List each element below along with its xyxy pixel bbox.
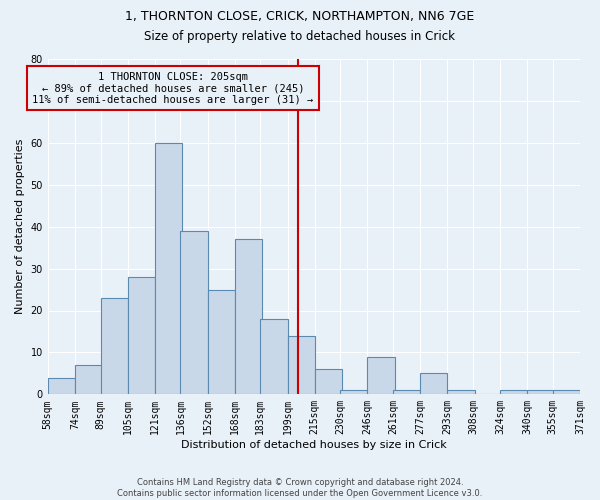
Bar xyxy=(393,390,420,394)
Text: 1, THORNTON CLOSE, CRICK, NORTHAMPTON, NN6 7GE: 1, THORNTON CLOSE, CRICK, NORTHAMPTON, N… xyxy=(125,10,475,23)
Bar xyxy=(420,374,448,394)
Bar xyxy=(500,390,527,394)
Bar xyxy=(101,298,128,394)
Bar xyxy=(448,390,475,394)
X-axis label: Distribution of detached houses by size in Crick: Distribution of detached houses by size … xyxy=(181,440,447,450)
Text: Contains HM Land Registry data © Crown copyright and database right 2024.
Contai: Contains HM Land Registry data © Crown c… xyxy=(118,478,482,498)
Bar xyxy=(527,390,554,394)
Bar xyxy=(155,143,182,395)
Bar xyxy=(287,336,315,394)
Y-axis label: Number of detached properties: Number of detached properties xyxy=(15,139,25,314)
Bar xyxy=(75,365,102,394)
Bar xyxy=(340,390,367,394)
Bar xyxy=(235,239,262,394)
Bar xyxy=(208,290,235,395)
Bar xyxy=(48,378,75,394)
Bar xyxy=(367,356,395,395)
Bar xyxy=(553,390,580,394)
Text: 1 THORNTON CLOSE: 205sqm
← 89% of detached houses are smaller (245)
11% of semi-: 1 THORNTON CLOSE: 205sqm ← 89% of detach… xyxy=(32,72,313,105)
Bar xyxy=(260,319,287,394)
Text: Size of property relative to detached houses in Crick: Size of property relative to detached ho… xyxy=(145,30,455,43)
Bar xyxy=(181,231,208,394)
Bar xyxy=(128,277,155,394)
Bar xyxy=(315,369,342,394)
